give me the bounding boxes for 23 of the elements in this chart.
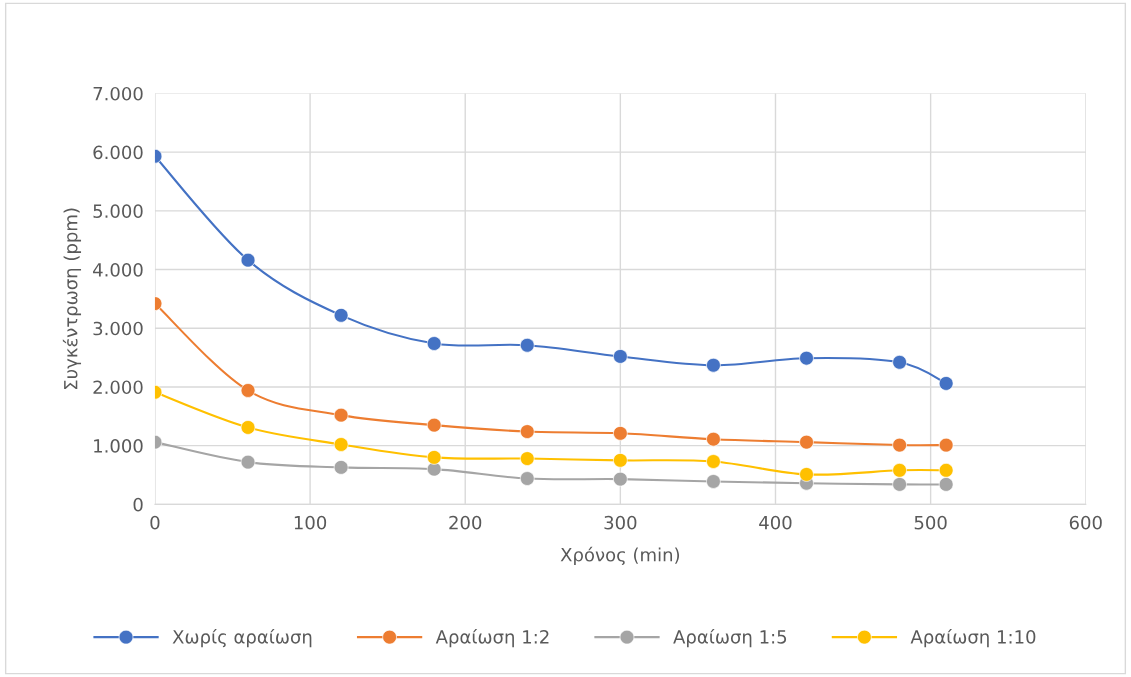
point: [240, 454, 256, 470]
legend-label: Αραίωση 1:5: [673, 628, 787, 648]
y-tick-label: 7.000: [93, 86, 143, 101]
x-tick-label: 0: [150, 515, 160, 530]
y-axis-title: Συγκέντρωση (ppm): [62, 208, 82, 389]
legend-label: Αραίωση 1:10: [910, 628, 1036, 648]
x-tick-label: 500: [914, 515, 947, 530]
point: [333, 407, 349, 423]
y-tick-label: 2.000: [93, 380, 143, 395]
y-tick-label: 0: [133, 497, 143, 512]
y-tick-label: 4.000: [93, 263, 143, 277]
legend-label: Χωρίς αραίωση: [172, 628, 312, 648]
y-tick-label: 5.000: [93, 204, 143, 218]
y-tick-label: 1.000: [94, 439, 143, 453]
y-tick-label: 6.000: [93, 145, 143, 160]
y-tick-label: 3.000: [93, 321, 143, 336]
x-tick-label: 400: [759, 515, 792, 530]
x-axis-title: Χρόνος (min): [560, 546, 680, 566]
x-tick-label: 600: [1069, 515, 1102, 530]
x-tick-label: 300: [604, 515, 637, 530]
legend-label: Αραίωση 1:2: [435, 628, 549, 648]
x-tick-label: 100: [294, 515, 327, 530]
x-tick-label: 200: [449, 515, 482, 530]
